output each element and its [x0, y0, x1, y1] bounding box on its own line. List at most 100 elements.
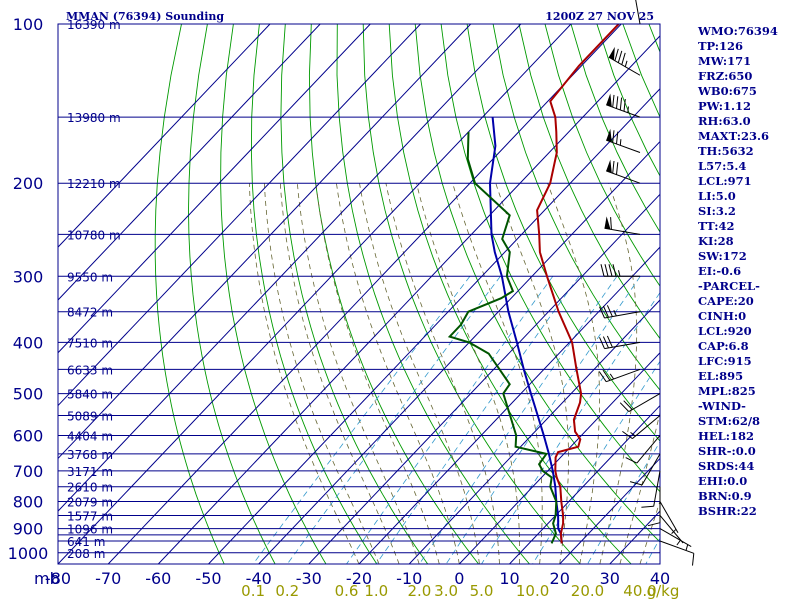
height-label: 5840 m [67, 388, 113, 402]
mixing-ratio-label: 0.2 [275, 582, 299, 600]
wind-barb [606, 93, 641, 118]
wind-barb-pennant [604, 216, 611, 230]
wind-barb-pennant [608, 46, 615, 61]
wind-barb-flag [616, 96, 619, 109]
height-label: 4404 m [67, 430, 113, 444]
sounding-index-item: EL:895 [698, 369, 744, 383]
temperature-tick-label: 0 [454, 569, 464, 588]
sounding-index-item: -WIND- [698, 399, 746, 413]
moist-adiabat-line [359, 183, 480, 564]
sounding-index-item: EI:-0.6 [698, 264, 742, 278]
wind-barb [659, 515, 684, 546]
wind-barb-flag [604, 264, 609, 277]
wind-barb [606, 128, 641, 153]
moist-adiabat-line [249, 183, 360, 564]
moist-adiabat-line [547, 183, 600, 564]
pressure-unit-label: mb [34, 569, 60, 588]
dry-adiabat-line [362, 24, 581, 564]
sounding-index-item: TT:42 [698, 219, 735, 233]
wind-barb-staff [604, 341, 641, 350]
wind-barb-flag [606, 305, 613, 317]
wind-barb-flag [606, 335, 613, 348]
mixing-ratio-label: 5.0 [470, 582, 494, 600]
sounding-index-item: MW:171 [698, 54, 752, 68]
height-label: 3171 m [67, 465, 113, 479]
wind-barb-flag [622, 430, 633, 440]
wind-barb-half-flag [613, 309, 617, 317]
mixing-ratio-line [532, 360, 660, 564]
isotherm-line [559, 457, 660, 564]
wind-barb [659, 501, 679, 534]
wind-barb [599, 305, 641, 319]
pressure-tick-label: 700 [13, 462, 44, 481]
wind-barb-flag [602, 336, 609, 349]
wind-barb-pennant [606, 93, 612, 107]
isotherm-line [58, 24, 371, 354]
wind-barb-flag [621, 52, 626, 65]
sounding-index-item: FRZ:650 [698, 69, 753, 83]
isotherm-line [107, 24, 622, 564]
wind-barb-flag [602, 305, 609, 318]
sounding-index-item: TP:126 [698, 39, 744, 53]
wind-barb-staff [632, 415, 661, 439]
sounding-profiles [447, 24, 620, 544]
pressure-tick-label: 100 [13, 15, 44, 34]
moist-adiabat-line [452, 183, 543, 564]
height-label: 16390 m [67, 18, 121, 32]
isotherm-line [157, 35, 660, 564]
temperature-line [536, 24, 620, 544]
isotherm-line [58, 24, 321, 301]
dry-adiabat-line [250, 24, 378, 564]
isotherm-line [408, 299, 660, 564]
height-label: 208 m [67, 547, 105, 561]
sounding-index-item: LFC:915 [698, 354, 752, 368]
dry-adiabat-line [280, 24, 429, 564]
wind-barb-flag [625, 457, 638, 464]
wind-barb-flag [616, 131, 619, 145]
wind-barb [622, 415, 661, 440]
wind-barb-staff [659, 540, 694, 554]
sounding-index-item: KI:28 [698, 234, 734, 248]
wind-barb-staff [641, 453, 661, 486]
wind-barb-flag [617, 50, 623, 63]
chart-title: MMAN (76394) Sounding [66, 10, 224, 23]
wind-barb-flag [602, 369, 611, 381]
moist-adiabat-line [599, 183, 638, 564]
wind-barb-half-flag [624, 60, 628, 67]
pressure-tick-label: 500 [13, 385, 44, 404]
height-label: 12210 m [67, 177, 121, 191]
mixing-ratio-label: 2.0 [407, 582, 431, 600]
wind-barb-staff [608, 56, 641, 76]
temperature-tick-label: -80 [45, 569, 71, 588]
wind-barb [606, 159, 641, 184]
temperature-tick-label: 10 [499, 569, 519, 588]
sounding-index-item: PW:1.12 [698, 99, 752, 113]
sounding-indices-list: WMO:76394 TP:126 MW:171 FRZ:650 WB0:675 PW:1.… [698, 24, 798, 519]
wind-barb [600, 264, 641, 277]
height-label: 7510 m [67, 336, 113, 350]
parcel-trace-line [488, 117, 563, 544]
wind-barb [629, 453, 661, 486]
sounding-index-item: L57:5.4 [698, 159, 747, 173]
sounding-index-item: SI:3.2 [698, 204, 736, 218]
dry-adiabat-line [336, 24, 530, 564]
height-label: 3768 m [67, 448, 113, 462]
wind-barb-pennant [606, 128, 612, 143]
mixing-ratio-line [419, 276, 618, 564]
pressure-tick-label: 800 [13, 493, 44, 512]
temperature-tick-label: -50 [195, 569, 221, 588]
sounding-index-item: SRDS:44 [698, 459, 755, 473]
wind-barb-flag [619, 97, 623, 110]
mixing-ratio-label: 20.0 [571, 582, 604, 600]
isotherm-line [58, 24, 572, 564]
pressure-tick-label: 300 [13, 267, 44, 286]
sounding-index-item: MPL:825 [698, 384, 756, 398]
wind-barb-flag [608, 264, 613, 277]
mixing-ratio-line [375, 276, 580, 564]
pressure-temperature-grid [58, 24, 660, 564]
wind-barb [659, 528, 692, 551]
wind-barb-flag [614, 48, 619, 61]
sounding-index-item: SHR-:0.0 [698, 444, 756, 458]
wind-barb [635, 0, 641, 25]
wind-barb [604, 216, 641, 235]
